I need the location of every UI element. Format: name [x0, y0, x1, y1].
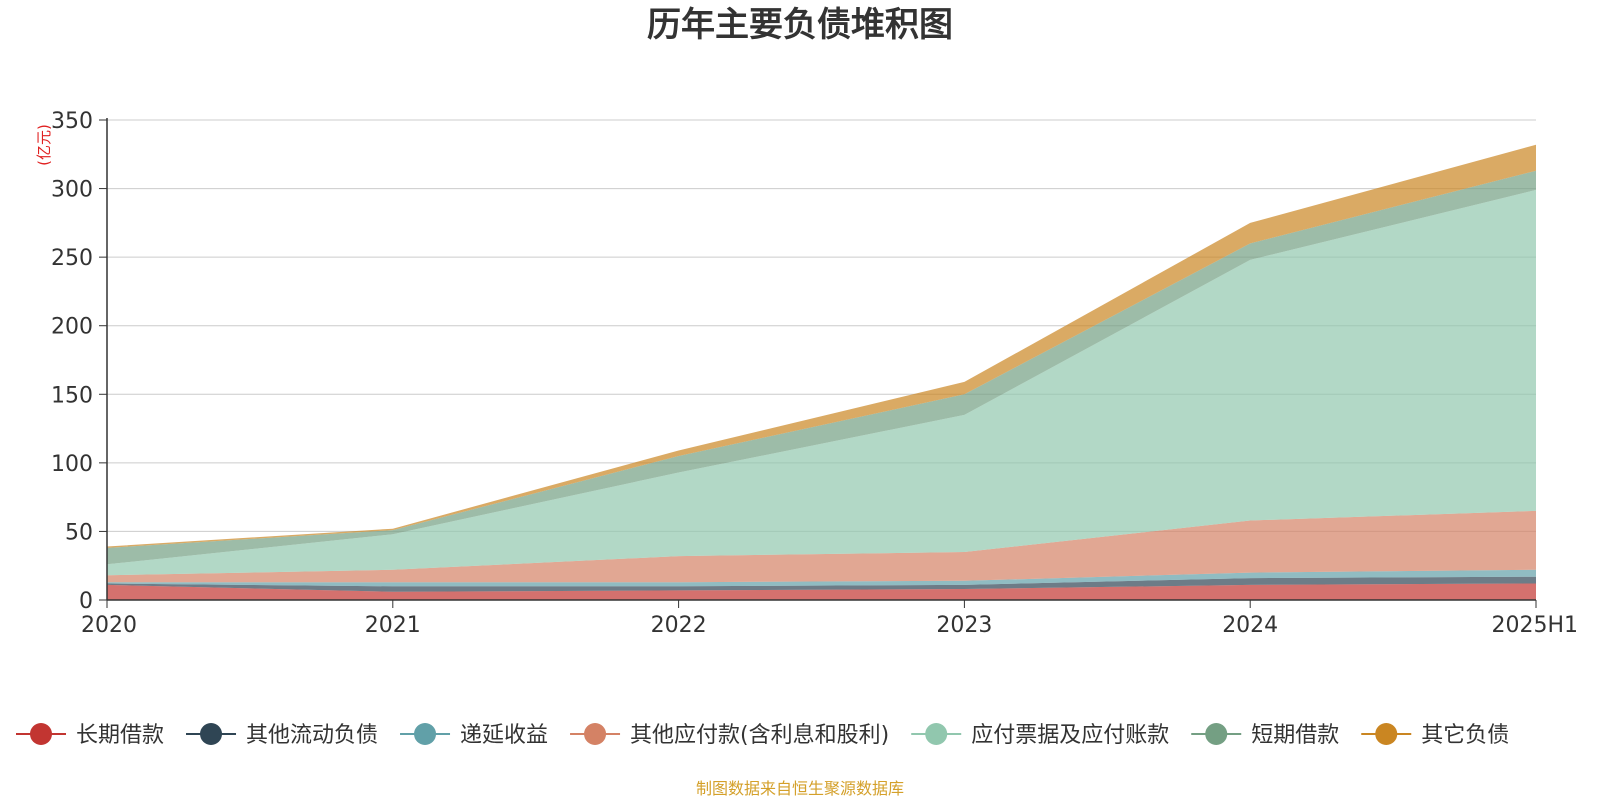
y-tick-label-100: 100	[51, 452, 93, 477]
x-tick-label-3: 2023	[936, 613, 992, 638]
axes: 0 50 100 150 200 250 300 350 2020 2021 2022 2023 202…	[51, 109, 1578, 638]
x-tick-label-5: 2025H1	[1491, 613, 1578, 638]
legend-label-1: 其他流动负债	[246, 723, 378, 748]
x-tick-label-1: 2021	[365, 613, 421, 638]
x-tick-label-0: 2020	[81, 613, 137, 638]
y-tick-label-50: 50	[65, 520, 93, 545]
area-series-5	[107, 170, 1536, 565]
legend-item-4[interactable]: 应付票据及应付账款	[911, 723, 1169, 748]
area-series-3	[107, 510, 1536, 583]
x-tick-label-4: 2024	[1222, 613, 1278, 638]
legend-item-2[interactable]: 递延收益	[400, 723, 548, 748]
legend-marker-3	[584, 723, 607, 745]
legend-label-5: 短期借款	[1251, 723, 1339, 748]
area-series-0	[107, 583, 1536, 600]
legend-item-0[interactable]: 长期借款	[16, 723, 164, 748]
legend-marker-5	[1205, 723, 1228, 745]
y-tick-label-250: 250	[51, 246, 93, 271]
legend-item-6[interactable]: 其它负债	[1361, 723, 1509, 748]
chart-title: 历年主要负债堆积图	[647, 5, 953, 45]
area-series-2	[107, 569, 1536, 587]
legend-label-0: 长期借款	[76, 723, 164, 748]
legend[interactable]: 长期借款 其他流动负债 递延收益 其他应付款(含利息和股利) 应付票据及应付账款 短期借款…	[16, 723, 1509, 748]
y-tick-label-150: 150	[51, 383, 93, 408]
legend-marker-4	[925, 723, 948, 745]
area-series-6	[107, 144, 1536, 548]
area-series-4	[107, 189, 1536, 576]
legend-item-5[interactable]: 短期借款	[1191, 723, 1339, 748]
y-tick-label-0: 0	[79, 589, 93, 614]
legend-marker-6	[1375, 723, 1398, 745]
y-tick-label-300: 300	[51, 178, 93, 203]
legend-marker-0	[30, 723, 52, 745]
legend-label-4: 应付票据及应付账款	[971, 723, 1169, 748]
source-note: 制图数据来自恒生聚源数据库	[696, 779, 904, 798]
legend-item-1[interactable]: 其他流动负债	[186, 723, 378, 748]
x-tick-label-2: 2022	[651, 613, 707, 638]
legend-label-3: 其他应付款(含利息和股利)	[630, 723, 889, 748]
legend-label-2: 递延收益	[460, 723, 548, 748]
legend-marker-1	[200, 723, 223, 745]
legend-marker-2	[414, 723, 437, 745]
area-series	[107, 144, 1536, 600]
legend-item-3[interactable]: 其他应付款(含利息和股利)	[570, 723, 889, 748]
legend-label-6: 其它负债	[1421, 723, 1509, 748]
y-tick-label-200: 200	[51, 315, 93, 340]
area-series-1	[107, 576, 1536, 592]
y-tick-label-350: 350	[51, 109, 93, 134]
y-axis-unit: (亿元)	[35, 124, 53, 166]
